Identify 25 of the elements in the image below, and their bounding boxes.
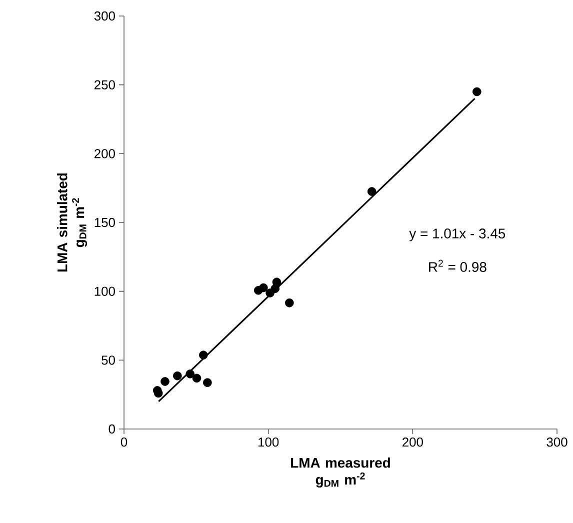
point <box>192 374 202 383</box>
point <box>203 378 212 387</box>
y-tick-label: 150 <box>94 218 115 228</box>
point <box>285 298 294 308</box>
x-tick-label: 200 <box>402 438 423 447</box>
point <box>367 187 376 196</box>
annotation: R$^{2}$ = 0.98 <box>429 260 486 272</box>
point <box>472 87 482 96</box>
point <box>198 350 208 360</box>
y-tick-label: 300 <box>94 11 115 21</box>
x-tick-label: 0 <box>120 438 128 447</box>
y-tick-label: 0 <box>108 424 115 434</box>
x-tick-label: 300 <box>546 438 568 447</box>
y-tick-label: 250 <box>94 80 115 90</box>
point <box>186 370 195 378</box>
point <box>259 283 268 292</box>
point <box>160 377 170 386</box>
point <box>173 371 182 380</box>
y-tick-label: 50 <box>102 356 115 365</box>
point <box>272 278 282 286</box>
y-tick-label: 200 <box>94 149 115 158</box>
x-tick-label: 100 <box>258 438 279 447</box>
annotation: y = 1.01x - 3.45 <box>409 228 506 242</box>
x-axis-title: LMA measured g$_{DM}$ m$^{-2}$ <box>291 458 390 488</box>
y-tick-label: 100 <box>94 286 115 296</box>
